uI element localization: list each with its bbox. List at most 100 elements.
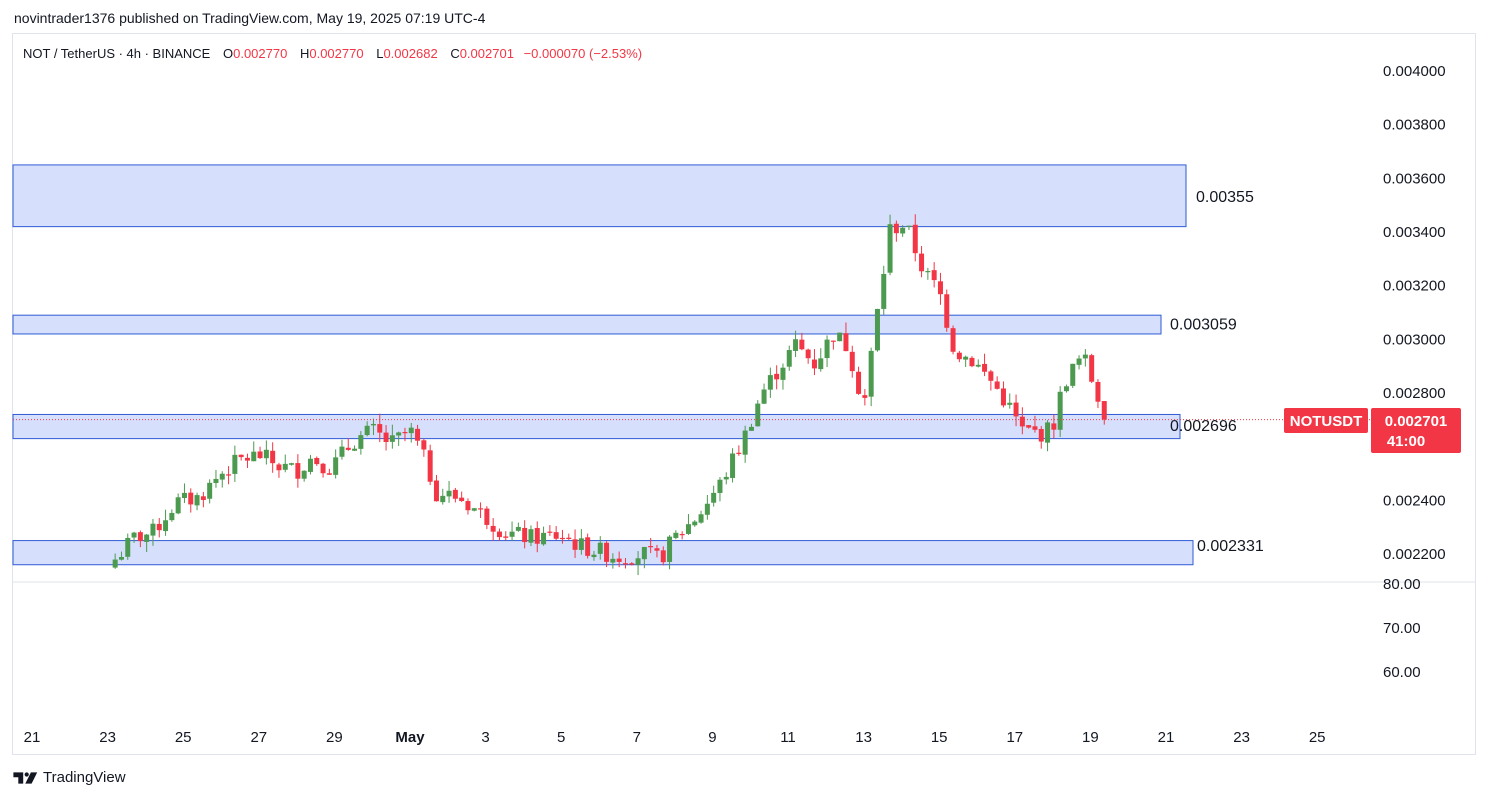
candle-body — [780, 367, 786, 380]
candle-body — [900, 227, 906, 234]
candle-body — [496, 531, 502, 538]
footer-brand[interactable]: TradingView — [13, 769, 126, 786]
candle-body — [131, 532, 137, 538]
candle-body — [641, 546, 647, 560]
candle-body — [698, 514, 704, 523]
candle-body — [1082, 354, 1088, 359]
close-value: 0.002701 — [459, 46, 514, 61]
candle-body — [112, 559, 118, 568]
candle-body — [950, 328, 956, 352]
time-tick-label: 3 — [481, 729, 489, 746]
low-key: L — [376, 46, 384, 61]
change-value: −0.000070 (−2.53%) — [523, 46, 643, 61]
time-tick-label: 17 — [1006, 729, 1023, 746]
time-tick-label: 23 — [1233, 729, 1250, 746]
close-key: C — [450, 46, 460, 61]
candle-body — [673, 532, 679, 538]
candle-body — [402, 432, 408, 434]
candle-body — [742, 430, 748, 455]
candle-body — [238, 454, 244, 458]
candle-body — [755, 403, 761, 427]
zones-layer: 0.00355 0.003059 0.002696 0.002331 — [12, 164, 1476, 583]
candle-body — [868, 350, 874, 397]
candle-body — [881, 273, 887, 309]
candle-body — [547, 531, 553, 533]
price-tag-box — [1371, 408, 1461, 453]
time-tick-label: 21 — [1158, 729, 1175, 746]
tradingview-logo-icon — [13, 771, 38, 784]
indicator-tick-label: 80.00 — [1383, 576, 1421, 593]
candle-body — [723, 476, 729, 480]
time-tick-label: 11 — [780, 729, 796, 746]
candle-body — [427, 450, 433, 482]
candle-body — [522, 527, 528, 543]
candle-body — [226, 474, 232, 476]
candle-body — [1045, 422, 1051, 443]
candle-body — [314, 457, 320, 465]
candle-body — [1019, 416, 1025, 427]
candle-body — [156, 523, 162, 531]
candle-body — [679, 534, 685, 536]
candle-body — [471, 508, 477, 511]
candle-body — [717, 479, 723, 493]
candle-body — [856, 371, 862, 394]
candle-body — [1000, 388, 1006, 406]
candle-body — [994, 381, 1000, 389]
candle-body — [232, 454, 238, 474]
candle-body — [591, 554, 597, 558]
candle-body — [906, 225, 912, 227]
candle-body — [244, 457, 250, 461]
indicator-tick-label: 70.00 — [1383, 620, 1421, 637]
candle-body — [748, 426, 754, 431]
candle-body — [408, 427, 414, 434]
candle-body — [629, 563, 635, 565]
candle-body — [490, 525, 496, 532]
time-tick-label: May — [395, 729, 425, 746]
price-tick-label: 0.002800 — [1383, 385, 1446, 402]
time-tick-label: 9 — [708, 729, 716, 746]
price-tag-value: 0.002701 — [1385, 413, 1448, 430]
candle-body — [1026, 425, 1032, 428]
candle-body — [597, 542, 603, 554]
candle-body — [660, 550, 666, 563]
candle-body — [389, 435, 395, 442]
brand-name: TradingView — [43, 769, 126, 786]
price-axis: 0.004000 0.003800 0.003600 0.003400 0.003200… — [1383, 63, 1446, 681]
candle-body — [465, 501, 471, 511]
candle-body — [667, 536, 673, 562]
high-key: H — [299, 46, 310, 61]
candle-body — [118, 557, 124, 560]
candle-body — [1089, 355, 1095, 382]
candle-body — [761, 389, 767, 404]
candle-body — [585, 537, 591, 556]
candle-body — [163, 520, 169, 532]
candle-body — [944, 294, 950, 328]
candle-body — [786, 350, 792, 367]
candle-body — [452, 489, 458, 499]
candle-body — [339, 446, 345, 457]
candle-body — [559, 537, 565, 540]
indicator-tick-label: 60.00 — [1383, 664, 1421, 681]
candle-body — [125, 537, 131, 557]
zone-label: 0.002331 — [1197, 538, 1264, 555]
candle-body — [534, 528, 540, 544]
candle-body — [635, 558, 641, 565]
candle-body — [824, 339, 830, 359]
chart-frame — [12, 33, 1476, 755]
candle-body — [478, 508, 484, 510]
candle-body — [862, 395, 868, 398]
symbol-label[interactable]: NOT / TetherUS · 4h · BINANCE — [23, 46, 211, 61]
candle-body — [622, 563, 628, 565]
candle-body — [528, 529, 534, 543]
candle-body — [931, 270, 937, 281]
zone-box — [12, 164, 1187, 228]
candle-body — [219, 473, 225, 480]
candle-body — [181, 492, 187, 498]
symbol-tag-text: NOTUSDT — [1290, 413, 1363, 430]
candle-body — [578, 538, 584, 550]
candle-body — [685, 524, 691, 534]
candle-body — [1057, 391, 1063, 430]
candle-body — [307, 458, 313, 472]
candle-body — [793, 339, 799, 351]
